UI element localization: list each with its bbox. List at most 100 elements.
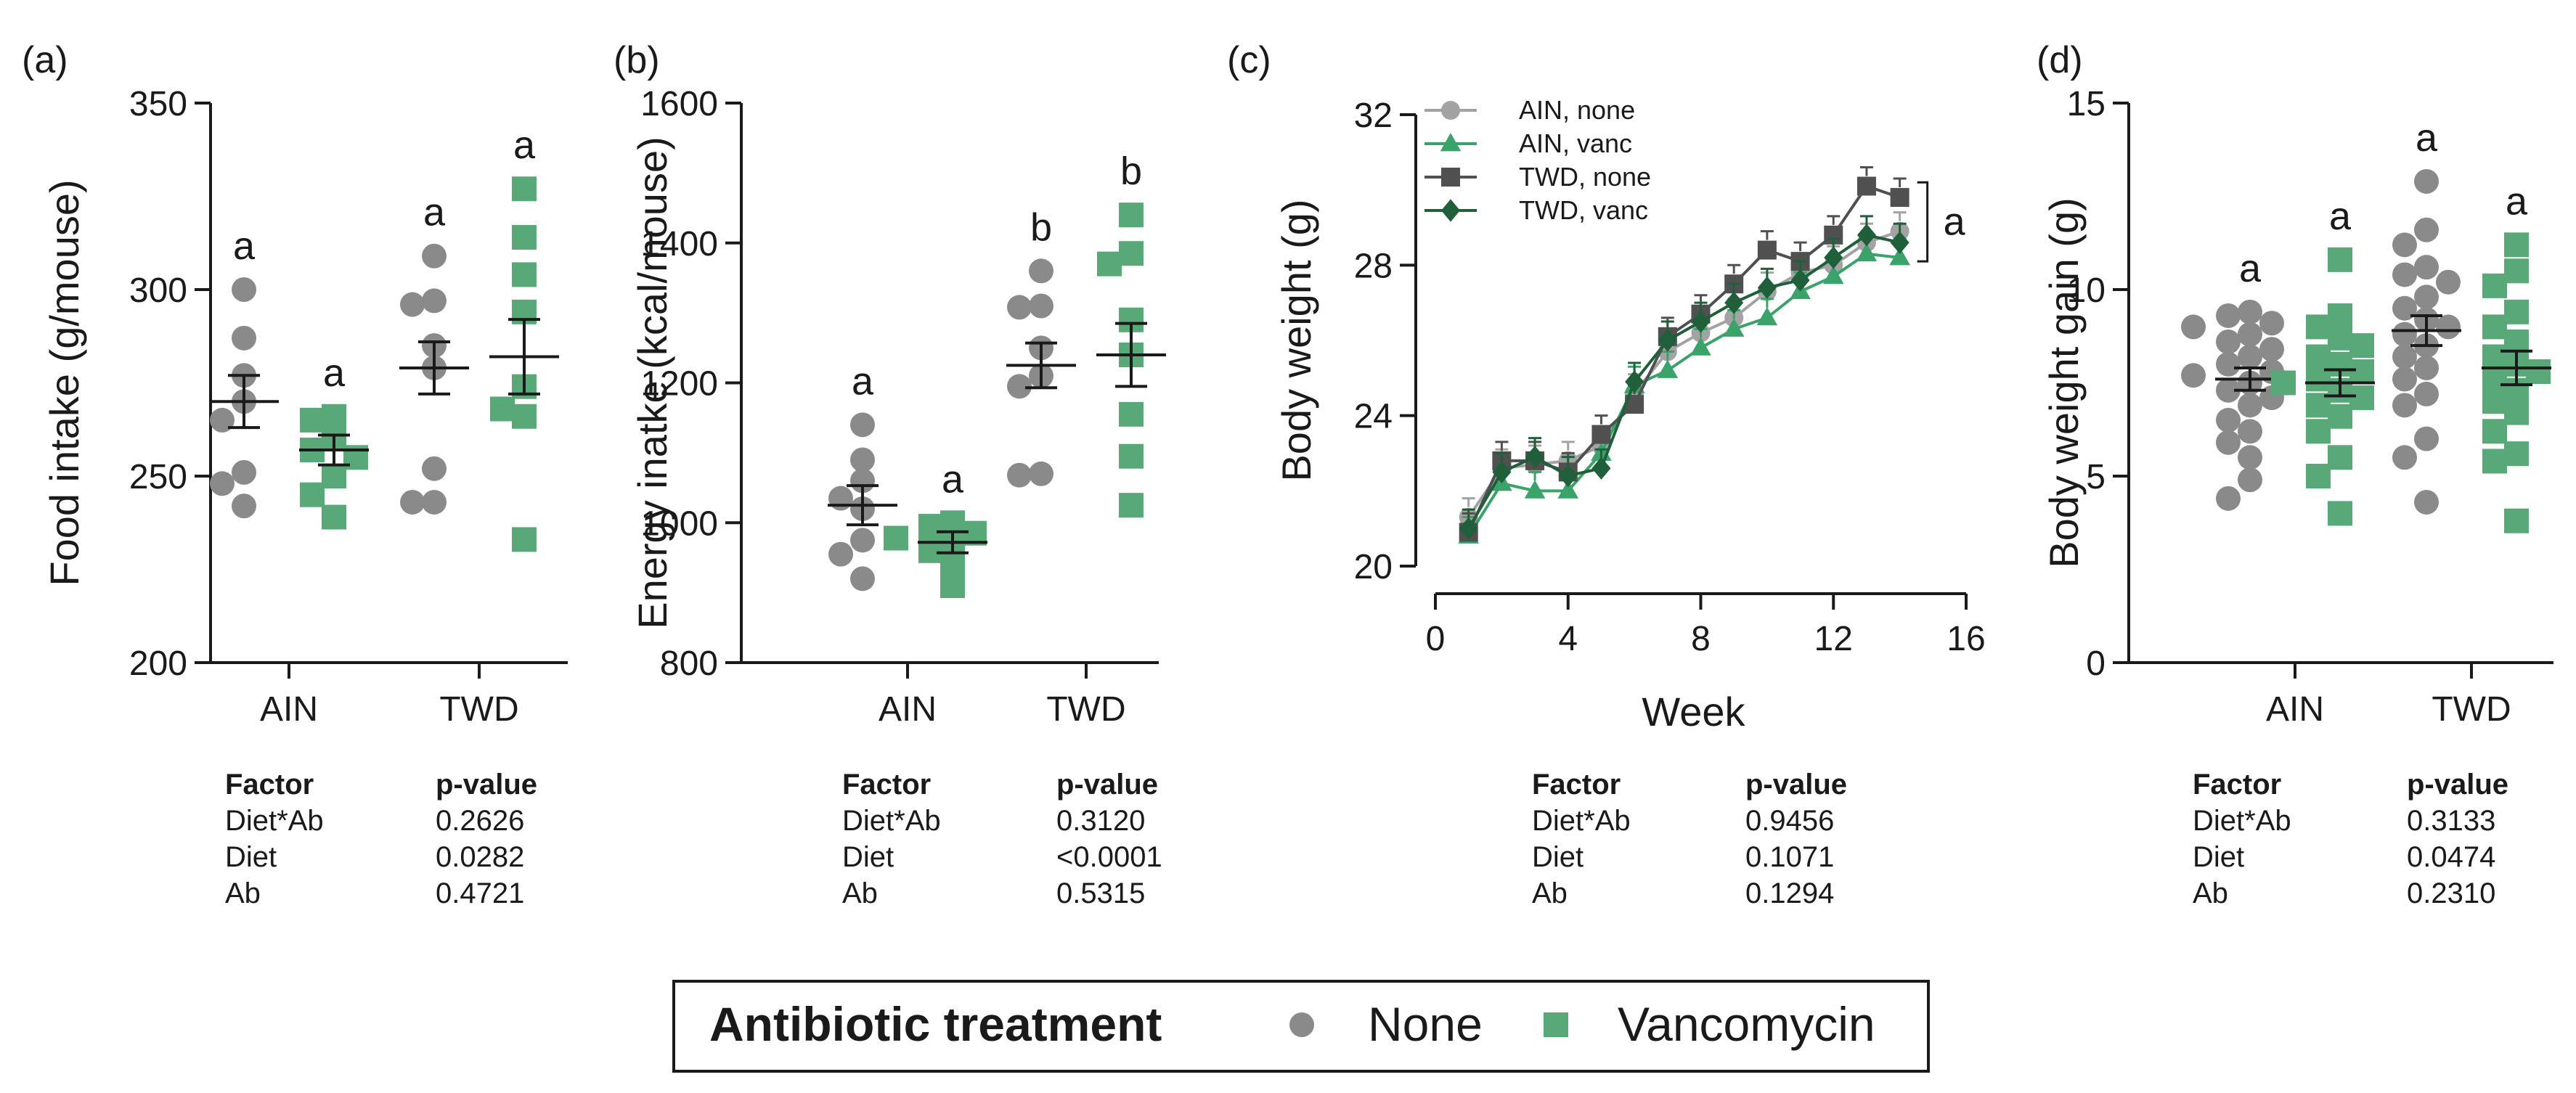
- data-point: [1690, 337, 1711, 356]
- data-point: [2328, 445, 2352, 470]
- y-tick-label: 200: [129, 644, 187, 683]
- y-tick-label: 800: [660, 644, 718, 683]
- data-point: [2414, 284, 2439, 310]
- data-point: [2504, 400, 2529, 425]
- group-AIN-vanc: a: [884, 457, 987, 598]
- data-point: [2414, 255, 2439, 280]
- data-point: [940, 552, 965, 578]
- data-point: [2414, 168, 2439, 194]
- data-point: [322, 504, 346, 530]
- y-tick-label: 350: [129, 85, 187, 123]
- data-point: [1658, 329, 1677, 352]
- data-point: [2216, 430, 2241, 455]
- group-AIN-vanc: a: [2271, 195, 2375, 526]
- legend-label: Vancomycin: [1618, 997, 1875, 1051]
- table-cell: 0.4721: [436, 877, 524, 909]
- data-point: [1558, 464, 1578, 488]
- data-point: [2328, 404, 2352, 429]
- table-header: Factor: [1532, 769, 1621, 801]
- x-tick-label: 8: [1691, 620, 1711, 658]
- x-axis-title: Week: [1642, 689, 1745, 734]
- table-cell: 0.1294: [1745, 877, 1834, 909]
- data-point: [940, 573, 965, 598]
- data-point: [2216, 351, 2241, 377]
- table-cell: 0.2626: [436, 805, 524, 837]
- significance-letter: a: [2506, 179, 2528, 223]
- y-tick-label: 10: [2067, 271, 2106, 310]
- series-ain-vanc: [1458, 234, 1910, 544]
- data-point: [2306, 419, 2331, 444]
- table-cell: 0.3120: [1056, 805, 1145, 837]
- data-point: [1757, 240, 1777, 260]
- panel-label: (c): [1227, 39, 1271, 81]
- significance-letter: a: [1944, 200, 1966, 244]
- group-AIN-none: a: [828, 359, 897, 591]
- group-AIN-none: a: [209, 224, 279, 519]
- table-cell: 0.0282: [436, 841, 524, 873]
- panel-label: (b): [614, 39, 660, 81]
- data-point: [918, 514, 943, 539]
- y-tick-label: 32: [1354, 97, 1393, 135]
- data-point: [2238, 299, 2262, 324]
- table-cell: Diet: [2193, 841, 2244, 873]
- panel-b: (b) 800 1000 1200 1400 1600 AIN TWD Energy inatk…: [614, 39, 1166, 909]
- data-point: [1459, 517, 1478, 540]
- y-tick-label: 1000: [640, 504, 718, 543]
- data-point: [1119, 443, 1144, 469]
- x-tick-label: TWD: [2432, 690, 2511, 729]
- significance-letter: a: [423, 191, 446, 234]
- data-point: [1757, 276, 1777, 300]
- data-point: [1007, 374, 1032, 399]
- stats-table: Factor p-value Diet*Ab 0.9456 Diet 0.1071 Ab 0.…: [1532, 769, 1847, 909]
- y-axis-title: Body weight gain (g): [2041, 197, 2087, 568]
- data-point: [2414, 217, 2439, 242]
- legend-marker-vancomycin: [1544, 1012, 1568, 1037]
- data-point: [1591, 425, 1611, 444]
- significance-letter: a: [323, 351, 346, 395]
- y-tick-label: 1400: [640, 225, 718, 263]
- y-tick-label: 0: [2086, 644, 2106, 683]
- data-point: [2216, 407, 2241, 433]
- data-point: [2238, 344, 2262, 369]
- table-header: Factor: [842, 769, 931, 801]
- data-point: [300, 482, 325, 507]
- data-point: [1119, 202, 1144, 228]
- data-point: [512, 262, 537, 287]
- significance-letter: a: [2329, 195, 2352, 238]
- legend: Antibiotic treatment None Vancomycin: [672, 980, 1930, 1073]
- data-point: [1119, 493, 1144, 518]
- data-point: [422, 288, 447, 314]
- data-point: [1492, 460, 1512, 484]
- data-point: [2306, 344, 2331, 369]
- table-cell: 0.0474: [2407, 841, 2495, 873]
- data-point: [1557, 480, 1579, 499]
- data-point: [2392, 367, 2417, 392]
- data-point: [300, 407, 325, 433]
- data-point: [850, 566, 875, 591]
- table-header: p-value: [1745, 769, 1847, 801]
- y-tick-label: 15: [2067, 85, 2106, 123]
- data-point: [2328, 247, 2352, 272]
- data-point: [2392, 445, 2417, 470]
- data-point: [2259, 337, 2284, 362]
- data-point: [1007, 462, 1032, 488]
- table-cell: 0.5315: [1056, 877, 1145, 909]
- data-point: [490, 396, 515, 422]
- data-point: [2504, 258, 2529, 284]
- legend-label: TWD, none: [1519, 162, 1651, 192]
- data-point: [422, 243, 447, 269]
- table-cell: 0.9456: [1745, 805, 1834, 837]
- table-cell: Ab: [225, 877, 261, 909]
- data-point: [1625, 370, 1644, 393]
- legend-label: AIN, vanc: [1519, 128, 1632, 158]
- data-point: [1591, 457, 1611, 480]
- data-point: [2349, 333, 2374, 359]
- group-AIN-none: a: [2181, 247, 2285, 511]
- table-header: Factor: [2193, 769, 2281, 801]
- x-tick-label: 4: [1558, 620, 1578, 658]
- data-point: [2259, 311, 2284, 336]
- table-cell: Ab: [842, 877, 878, 909]
- table-cell: Diet: [225, 841, 277, 873]
